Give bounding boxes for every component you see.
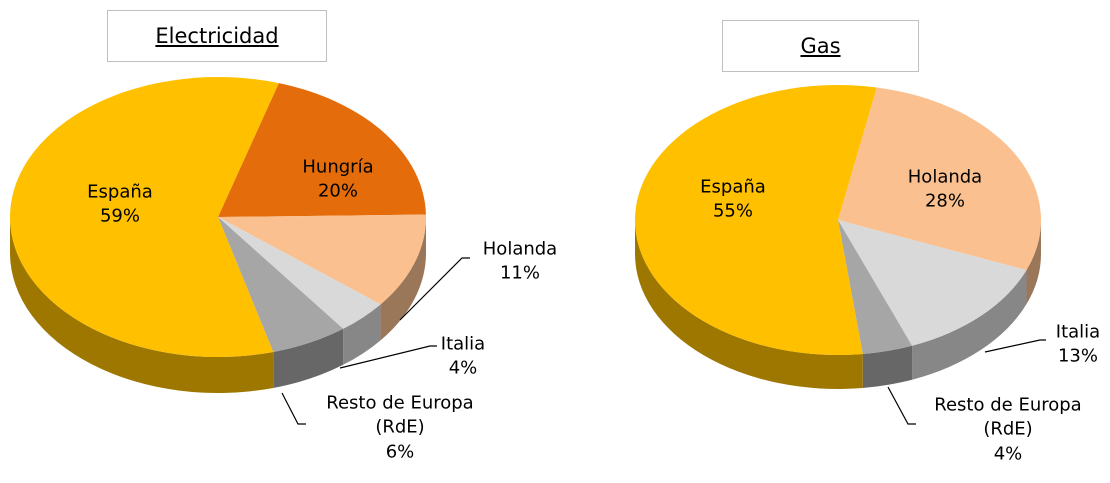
leader-line bbox=[887, 386, 916, 425]
slice bbox=[218, 217, 344, 352]
value-label: 6% bbox=[385, 441, 415, 463]
category-label: Resto de Europa (RdE) bbox=[326, 392, 474, 438]
value-label: 11% bbox=[499, 263, 540, 284]
value-label: 4% bbox=[993, 443, 1023, 465]
slice-side bbox=[912, 270, 1027, 380]
category-label: Hungría bbox=[302, 156, 374, 178]
category-label: Italia bbox=[440, 333, 486, 355]
value-label: 28% bbox=[924, 191, 965, 212]
leader-line bbox=[399, 257, 470, 321]
slice-label: Italia 13% bbox=[993, 321, 1110, 370]
category-label: Holanda bbox=[907, 166, 983, 188]
chart-title: Gas bbox=[722, 20, 919, 72]
slice-label: España 55% bbox=[648, 176, 818, 225]
slice bbox=[635, 85, 877, 356]
slice bbox=[218, 217, 381, 329]
slice-side bbox=[1026, 220, 1041, 305]
slice-label: Holanda 11% bbox=[435, 238, 605, 287]
slice-side bbox=[380, 217, 426, 341]
slice bbox=[218, 214, 426, 305]
slice-label: Resto de Europa (RdE) 4% bbox=[923, 394, 1093, 467]
slice bbox=[218, 83, 426, 217]
chart-title: Electricidad bbox=[107, 10, 327, 62]
value-label: 59% bbox=[99, 206, 140, 227]
slice-label: Hungría 20% bbox=[253, 156, 423, 205]
value-label: 13% bbox=[1057, 346, 1098, 367]
slice-label: Italia 4% bbox=[378, 333, 548, 382]
slice bbox=[838, 220, 913, 354]
slice-label: España 59% bbox=[35, 181, 205, 230]
leader-line bbox=[281, 392, 306, 425]
leader-line bbox=[339, 345, 437, 369]
category-label: Holanda bbox=[482, 238, 558, 260]
value-label: 20% bbox=[317, 181, 358, 202]
slice-side bbox=[635, 220, 863, 390]
slice-side bbox=[862, 345, 913, 388]
slice-label: Holanda 28% bbox=[860, 166, 1030, 215]
slice-side bbox=[10, 217, 274, 393]
leader-line bbox=[984, 339, 1046, 353]
slice-side bbox=[273, 328, 344, 388]
slice bbox=[10, 77, 279, 357]
value-label: 55% bbox=[712, 201, 753, 222]
slice bbox=[838, 87, 1041, 271]
category-label: Resto de Europa (RdE) bbox=[934, 394, 1082, 440]
slice-side bbox=[343, 304, 381, 365]
slice bbox=[838, 220, 1027, 346]
category-label: España bbox=[700, 176, 766, 198]
value-label: 4% bbox=[448, 358, 478, 379]
category-label: España bbox=[87, 181, 153, 203]
slice-label: Resto de Europa (RdE) 6% bbox=[315, 392, 485, 465]
category-label: Italia bbox=[1055, 321, 1101, 343]
